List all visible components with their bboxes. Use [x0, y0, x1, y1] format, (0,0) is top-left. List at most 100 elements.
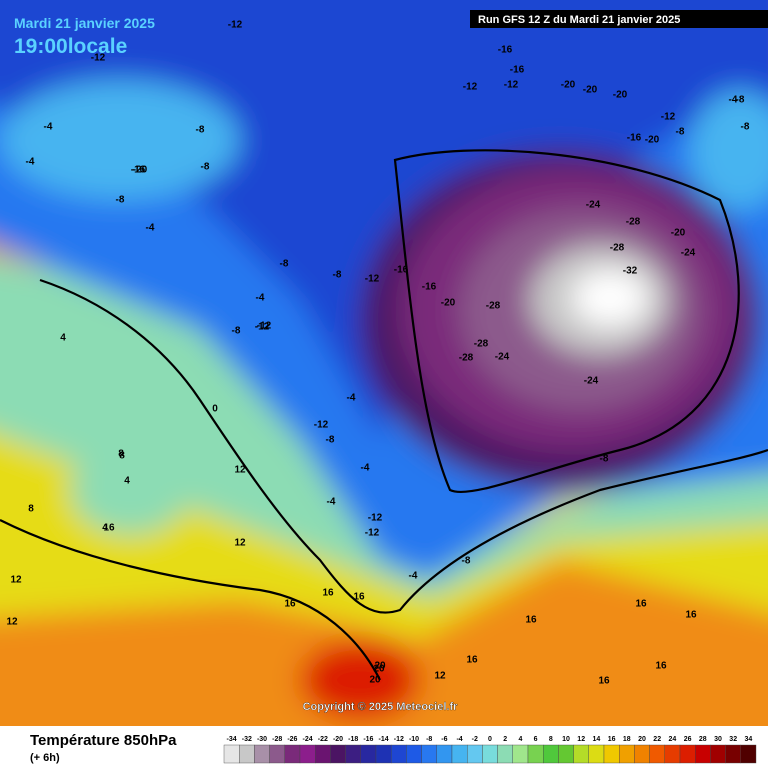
contour-label: -12	[463, 82, 478, 93]
colorbar-tick-label: 30	[714, 736, 722, 743]
colorbar-tick-label: 32	[729, 736, 737, 743]
contour-label: 16	[103, 523, 115, 534]
colorbar-tick-label: 0	[488, 736, 492, 743]
date: Mardi 21 janvier 2025	[14, 15, 155, 31]
contour-label: -4	[409, 571, 418, 582]
contour-label: -28	[486, 301, 501, 312]
contour-label: -16	[627, 133, 642, 144]
contour-label: -16	[422, 282, 437, 293]
colorbar-tick-label: 22	[653, 736, 661, 743]
contour-label: 12	[6, 617, 18, 628]
colorbar-swatch	[299, 744, 316, 764]
colorbar-swatch	[603, 744, 620, 764]
contour-label: -24	[681, 248, 696, 259]
colorbar-swatch	[223, 744, 240, 764]
contour-label: -12	[504, 80, 519, 91]
contour-label: 20	[373, 664, 385, 675]
contour-label: -8	[116, 195, 125, 206]
colorbar-tick-label: 28	[699, 736, 707, 743]
contour-label: 8	[118, 449, 124, 460]
colorbar-tick-label: -32	[242, 736, 252, 743]
colorbar-swatch	[467, 744, 483, 764]
contour-label: -20	[671, 228, 686, 239]
footer-lead: (+ 6h)	[30, 752, 60, 764]
contour-label: 12	[434, 671, 446, 682]
colorbar-swatch	[406, 744, 422, 764]
colorbar-swatch	[558, 744, 574, 764]
contour-label: -28	[474, 339, 489, 350]
contour-label: 16	[655, 661, 667, 672]
contour-label: -8	[600, 454, 609, 465]
colorbar-tick-label: -28	[272, 736, 282, 743]
contour-label: -8	[462, 556, 471, 567]
colorbar-swatch	[543, 744, 559, 764]
colorbar-tick-label: -12	[394, 736, 404, 743]
contour-label: -12	[255, 322, 270, 333]
colorbar-swatch	[710, 744, 726, 764]
contour-label: -20	[133, 165, 148, 176]
colorbar-tick-label: -14	[379, 736, 389, 743]
colorbar-swatch	[451, 744, 468, 764]
contour-labels: -12-12-16-16-12 -12 -20 -20 -20-12-8-16 -20-8…	[6, 20, 749, 687]
colorbar-tick-label: -6	[441, 736, 447, 743]
contour-label: -4	[44, 122, 53, 133]
colorbar-swatch	[573, 744, 589, 764]
contour-label: 12	[10, 575, 22, 586]
colorbar-tick-label: 4	[518, 736, 522, 743]
colorbar-tick-label: 10	[562, 736, 570, 743]
contour-label: -4	[26, 157, 35, 168]
contour-label: -28	[626, 217, 641, 228]
contour-label: -28	[610, 243, 625, 254]
colorbar-swatch	[284, 744, 301, 764]
run-box	[470, 10, 768, 28]
contour-label: -8	[333, 270, 342, 281]
colorbar-tick-label: 12	[577, 736, 585, 743]
colorbar-tick-label: 18	[623, 736, 631, 743]
contour-label: -20	[583, 85, 598, 96]
colorbar-swatch	[695, 744, 711, 764]
contour-label: -12	[257, 321, 272, 332]
contour-label: -4	[327, 497, 336, 508]
contour-label: -12	[368, 513, 383, 524]
contour-label: -8	[736, 95, 745, 106]
colorbar-swatch	[512, 744, 529, 764]
colorbar-tick-label: 8	[549, 736, 553, 743]
colorbar-tick-label: -22	[318, 736, 328, 743]
contour-label: -24	[586, 200, 601, 211]
contour-label: 16	[635, 599, 647, 610]
contour-label: -12	[365, 528, 380, 539]
contour-label: -16	[510, 65, 525, 76]
colorbar-tick-label: 24	[669, 736, 677, 743]
contour-label: -20	[561, 80, 576, 91]
colorbar-swatch	[375, 744, 392, 764]
colorbar-tick-label: 26	[684, 736, 692, 743]
colorbar-swatch	[238, 744, 255, 764]
contour-label: -20	[645, 135, 660, 146]
colorbar-swatch	[436, 744, 453, 764]
contour-label: -12	[661, 112, 676, 123]
contour-label: 20	[369, 675, 381, 686]
contour-label: 4	[60, 333, 66, 344]
contour-label: 16	[685, 610, 697, 621]
colorbar-swatch	[619, 744, 635, 764]
contour-label: 0	[212, 404, 218, 415]
contour-label: -12	[91, 53, 106, 64]
contour-label: -8	[232, 326, 241, 337]
contour-label: 20	[374, 661, 386, 672]
colorbar-swatch	[421, 744, 438, 764]
contour-label: -12	[228, 20, 243, 31]
colorbar-tick-label: -2	[472, 736, 478, 743]
contour-label: -28	[459, 353, 474, 364]
colorbar-swatch	[664, 744, 681, 764]
colorbar-swatch	[649, 744, 665, 764]
run-text: Run GFS 12 Z du Mardi 21 janvier 2025	[478, 14, 680, 26]
colorbar-tick-label: -26	[287, 736, 297, 743]
colorbar-tick-label: 14	[593, 736, 601, 743]
contour-label: -4	[256, 293, 265, 304]
colorbar-swatch	[269, 744, 286, 764]
contour-label: -16	[394, 265, 409, 276]
contour-label: -8	[326, 435, 335, 446]
local-time: 19:00locale	[14, 35, 127, 58]
colorbar-tick-label: -4	[456, 736, 462, 743]
